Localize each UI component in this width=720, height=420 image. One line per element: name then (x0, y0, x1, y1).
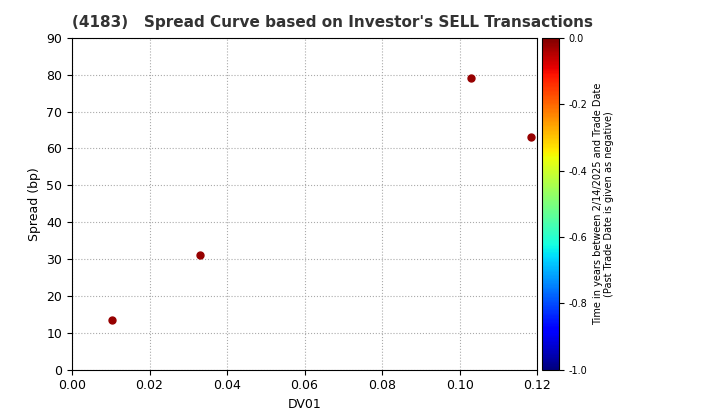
Text: (4183)   Spread Curve based on Investor's SELL Transactions: (4183) Spread Curve based on Investor's … (72, 15, 593, 30)
Point (194, 252, 206, 259)
Point (106, 317, 117, 323)
X-axis label: DV01: DV01 (288, 398, 321, 411)
Point (526, 134, 537, 141)
Y-axis label: Time in years between 2/14/2025 and Trade Date
(Past Trade Date is given as nega: Time in years between 2/14/2025 and Trad… (593, 82, 614, 325)
Y-axis label: Spread (bp): Spread (bp) (28, 167, 41, 241)
Point (465, 75, 477, 82)
